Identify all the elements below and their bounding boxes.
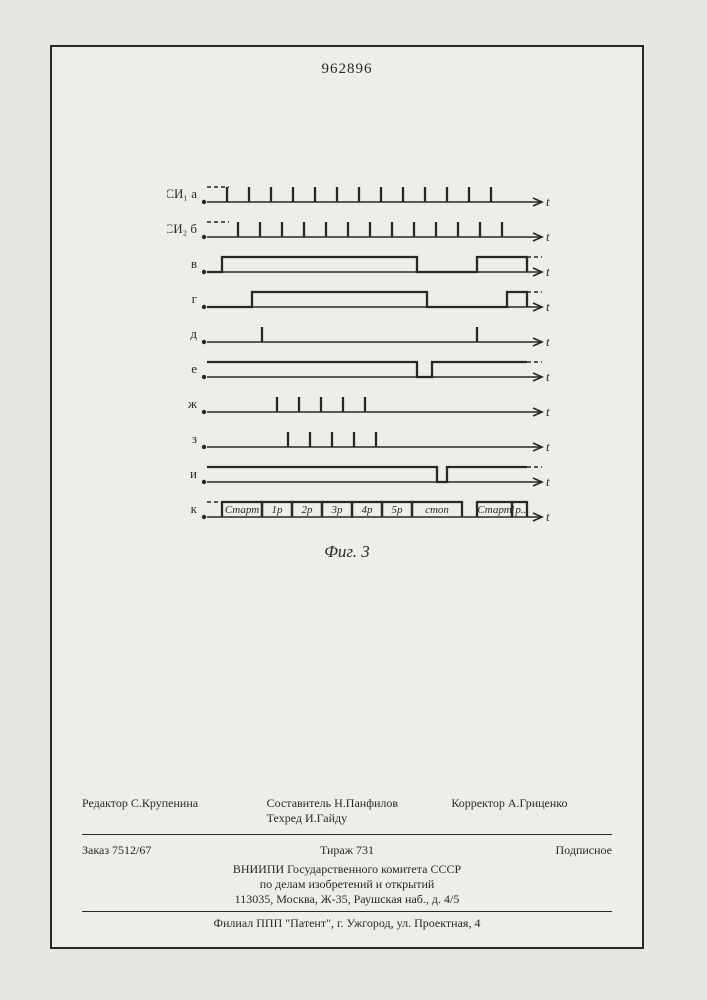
svg-text:4р: 4р (362, 504, 374, 516)
svg-text:ж: ж (187, 396, 198, 411)
svg-text:и: и (190, 466, 197, 481)
doc-number: 962896 (52, 61, 642, 78)
svg-text:СИ₂ б: СИ₂ б (167, 221, 197, 236)
addr-2: Филиал ППП "Патент", г. Ужгород, ул. Про… (82, 916, 612, 931)
addr-1: 113035, Москва, Ж-35, Раушская наб., д. … (82, 892, 612, 907)
techred-name: И.Гайду (305, 811, 347, 825)
techred-label: Техред (267, 811, 302, 825)
org-line-2: по делам изобретений и открытий (82, 877, 612, 892)
svg-text:t: t (546, 264, 550, 279)
svg-text:t: t (546, 474, 550, 489)
svg-text:е: е (191, 361, 197, 376)
corrector-label: Корректор (451, 796, 505, 810)
order-cell: Заказ 7512/67 (82, 843, 243, 858)
timing-diagram: СИ₁ а t СИ₂ б t в t г t д t е t ж t з t и t к t Старт 1р 2р 3р 4… (167, 147, 567, 527)
svg-text:t: t (546, 509, 550, 524)
compiler-cell: Составитель Н.Панфилов Техред И.Гайду (267, 796, 428, 826)
svg-text:t: t (546, 229, 550, 244)
compiler-name: Н.Панфилов (334, 796, 398, 810)
subscription-cell: Подписное (451, 843, 612, 858)
svg-text:5р: 5р (392, 504, 404, 516)
divider-2 (82, 911, 612, 912)
svg-text:стоп: стоп (425, 504, 449, 516)
editor-cell: Редактор С.Крупенина (82, 796, 243, 826)
svg-text:г: г (192, 291, 197, 306)
credits-block: Редактор С.Крупенина Составитель Н.Панфи… (82, 792, 612, 931)
corrector-cell: Корректор А.Гриценко (451, 796, 612, 826)
editor-name: С.Крупенина (131, 796, 198, 810)
svg-text:t: t (546, 369, 550, 384)
svg-text:СИ₁ а: СИ₁ а (167, 186, 197, 201)
svg-text:з: з (192, 431, 197, 446)
svg-text:к: к (191, 501, 198, 516)
svg-text:t: t (546, 439, 550, 454)
svg-text:Старт: Старт (477, 504, 511, 516)
svg-text:t: t (546, 194, 550, 209)
svg-text:2р: 2р (302, 504, 314, 516)
compiler-label: Составитель (267, 796, 331, 810)
svg-text:t: t (546, 404, 550, 419)
page-frame: 962896 СИ₁ а t СИ₂ б t в t г t д t е t ж t з t и t к t Старт… (50, 45, 644, 949)
tirazh-cell: Тираж 731 (267, 843, 428, 858)
editor-label: Редактор (82, 796, 128, 810)
divider-1 (82, 834, 612, 835)
svg-text:1р...: 1р... (510, 504, 529, 516)
svg-text:3р: 3р (331, 504, 344, 516)
svg-text:д: д (190, 326, 197, 341)
corrector-name: А.Гриценко (508, 796, 568, 810)
svg-text:в: в (191, 256, 197, 271)
figure-caption: Фиг. 3 (52, 542, 642, 562)
org-line-1: ВНИИПИ Государственного комитета СССР (82, 862, 612, 877)
svg-text:t: t (546, 299, 550, 314)
svg-text:t: t (546, 334, 550, 349)
svg-text:1р: 1р (272, 504, 284, 516)
svg-text:Старт: Старт (225, 504, 259, 516)
